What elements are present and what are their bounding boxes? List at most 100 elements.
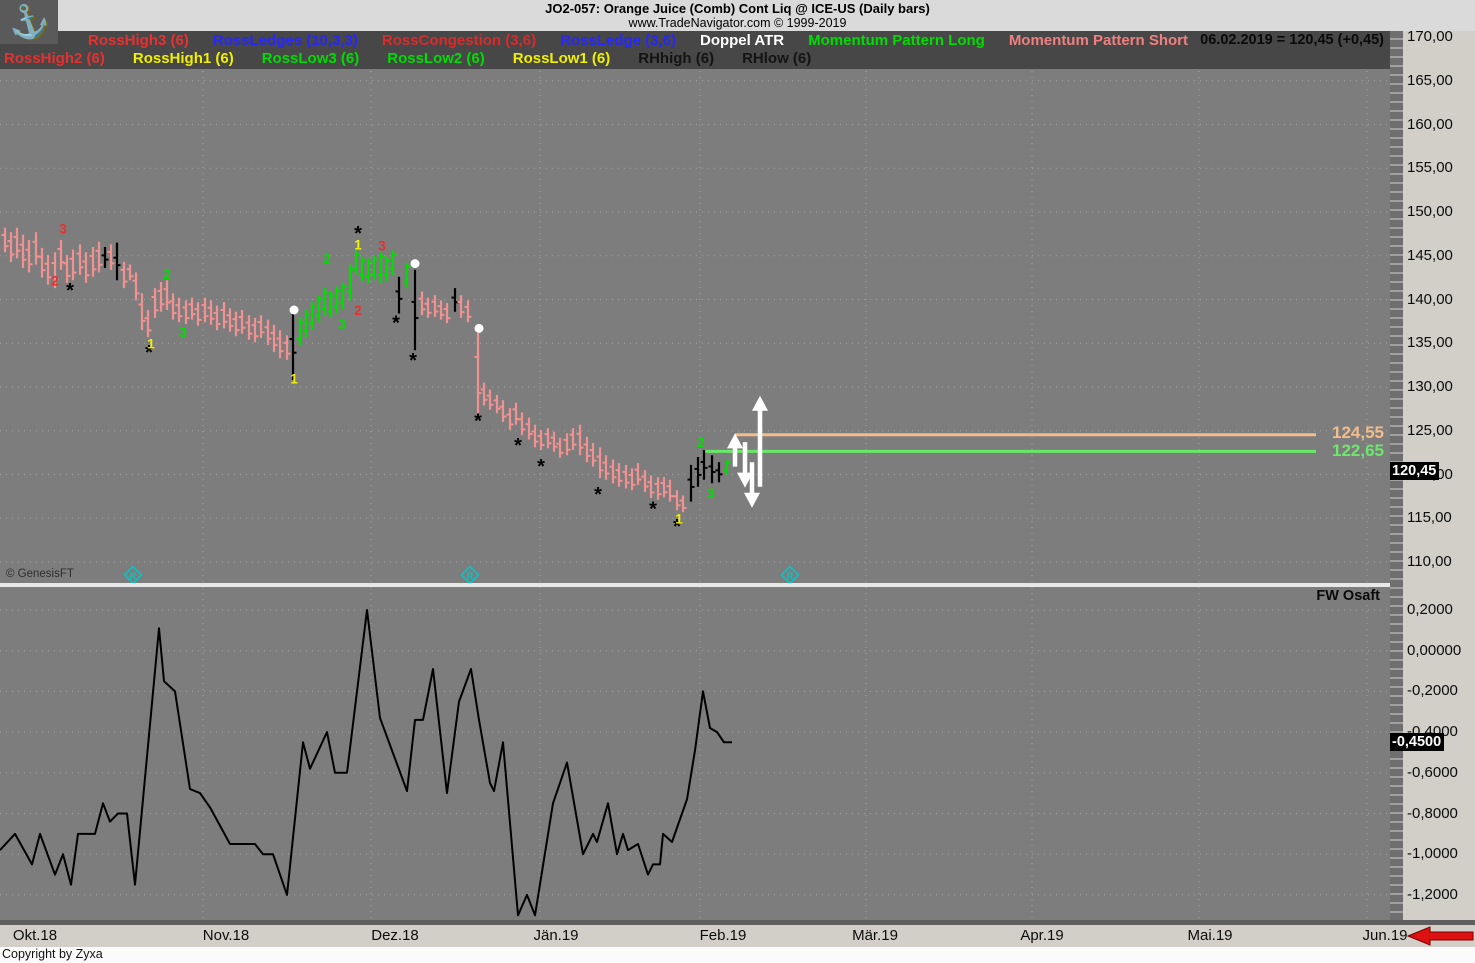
oscillator-chart[interactable] — [0, 587, 1390, 920]
price-bar[interactable] — [647, 475, 655, 499]
price-bar[interactable] — [107, 244, 115, 270]
price-bar[interactable] — [700, 450, 708, 480]
legend-item[interactable]: RossLow3 (6) — [261, 49, 360, 67]
price-bar[interactable] — [512, 402, 520, 425]
price-bar[interactable] — [132, 272, 140, 301]
price-bar[interactable] — [654, 477, 662, 500]
price-bar[interactable] — [251, 317, 259, 343]
legend-item[interactable]: Momentum Pattern Short — [1008, 31, 1188, 49]
price-bar[interactable] — [289, 311, 297, 380]
price-bar[interactable] — [383, 256, 391, 282]
price-bar[interactable] — [424, 297, 432, 318]
price-bar[interactable] — [437, 300, 445, 320]
price-bar[interactable] — [389, 250, 397, 276]
price-bar[interactable] — [82, 252, 90, 283]
price-bar[interactable] — [238, 310, 246, 334]
price-bar[interactable] — [264, 319, 272, 345]
price-chart-panel[interactable]: * * * * * * * * * * * 3 2 1 2 3 1 2 3 1 2 3 2 3 1 R R R RossHigh3 (… — [0, 31, 1390, 583]
price-bar[interactable] — [257, 315, 265, 338]
price-bar[interactable] — [464, 300, 472, 323]
price-bar[interactable] — [583, 436, 591, 463]
price-bar[interactable] — [69, 249, 77, 281]
price-bar[interactable] — [493, 394, 501, 414]
price-bar[interactable] — [296, 317, 304, 345]
scroll-left-arrow[interactable] — [1405, 925, 1475, 947]
price-bar[interactable] — [377, 252, 385, 283]
price-bar[interactable] — [615, 463, 623, 487]
price-bar[interactable] — [694, 457, 702, 487]
price-bar[interactable] — [25, 240, 33, 273]
price-bar[interactable] — [563, 433, 571, 456]
legend-item[interactable]: RHlow (6) — [742, 49, 812, 67]
price-bar[interactable] — [315, 295, 323, 323]
price-bar[interactable] — [518, 412, 526, 436]
price-bar[interactable] — [188, 297, 196, 320]
price-bar[interactable] — [101, 247, 109, 268]
price-bar[interactable] — [89, 247, 97, 277]
price-bar[interactable] — [226, 308, 234, 332]
price-bar[interactable] — [486, 389, 494, 410]
price-bar[interactable] — [1, 227, 9, 253]
price-bar[interactable] — [673, 490, 681, 511]
price-bar[interactable] — [126, 264, 134, 281]
price-bar[interactable] — [602, 455, 610, 480]
price-bar[interactable] — [182, 300, 190, 324]
legend-item[interactable]: Momentum Pattern Long — [808, 31, 985, 49]
price-bar[interactable] — [451, 288, 459, 312]
price-bar[interactable] — [660, 477, 668, 498]
price-bar[interactable] — [57, 240, 65, 270]
price-bar[interactable] — [480, 382, 488, 406]
red-arrow-icon[interactable] — [1406, 926, 1474, 946]
price-bar[interactable] — [687, 464, 695, 502]
price-bar[interactable] — [213, 305, 221, 331]
price-bar[interactable] — [38, 247, 46, 278]
price-bar[interactable] — [283, 335, 291, 360]
price-bar[interactable] — [76, 244, 84, 275]
legend-item[interactable]: RossHigh3 (6) — [88, 31, 189, 49]
legend-item[interactable]: RossCongestion (3,6) — [381, 31, 537, 49]
price-bar[interactable] — [308, 302, 316, 331]
legend-item[interactable]: RossHigh1 (6) — [132, 49, 234, 67]
price-bar[interactable] — [157, 282, 165, 312]
price-bar[interactable] — [120, 261, 128, 289]
price-bar[interactable] — [13, 227, 21, 259]
price-bar[interactable] — [207, 300, 215, 325]
price-bar[interactable] — [418, 291, 426, 316]
price-bar[interactable] — [270, 324, 278, 352]
legend-item[interactable]: RossLow2 (6) — [387, 49, 485, 67]
price-bar[interactable] — [220, 302, 228, 329]
price-bar[interactable] — [358, 256, 366, 282]
price-bar[interactable] — [457, 295, 465, 318]
price-bar[interactable] — [550, 431, 558, 452]
price-bar[interactable] — [596, 447, 604, 478]
price-bar[interactable] — [7, 232, 15, 262]
price-bar[interactable] — [232, 311, 240, 337]
price-bar[interactable] — [175, 297, 183, 323]
price-bar[interactable] — [395, 276, 403, 314]
price-bar[interactable] — [63, 254, 71, 283]
price-bar[interactable] — [634, 463, 642, 485]
legend-item[interactable]: RHhigh (6) — [638, 49, 715, 67]
price-bar[interactable] — [708, 455, 716, 484]
legend-item[interactable]: RossLow1 (6) — [512, 49, 611, 67]
price-bar[interactable] — [32, 232, 40, 265]
legend-item[interactable]: RossLedges (10,3,3) — [212, 31, 358, 49]
price-bar[interactable] — [276, 330, 284, 359]
oscillator-panel[interactable]: FW Osaft — [0, 587, 1390, 920]
price-bar[interactable] — [19, 234, 27, 268]
price-bar[interactable] — [352, 250, 360, 275]
price-bar[interactable] — [576, 424, 584, 456]
legend-item[interactable]: RossLedge (3,6) — [560, 31, 676, 49]
price-bar[interactable] — [589, 443, 597, 467]
price-bar[interactable] — [666, 479, 674, 502]
price-bar[interactable] — [679, 495, 687, 513]
price-bar[interactable] — [431, 295, 439, 317]
price-bar[interactable] — [144, 310, 152, 338]
price-bar[interactable] — [622, 464, 630, 489]
price-bar[interactable] — [327, 291, 335, 318]
price-bar[interactable] — [525, 417, 533, 440]
price-bar[interactable] — [163, 280, 171, 310]
price-bar[interactable] — [411, 269, 419, 351]
price-bar[interactable] — [370, 255, 378, 281]
